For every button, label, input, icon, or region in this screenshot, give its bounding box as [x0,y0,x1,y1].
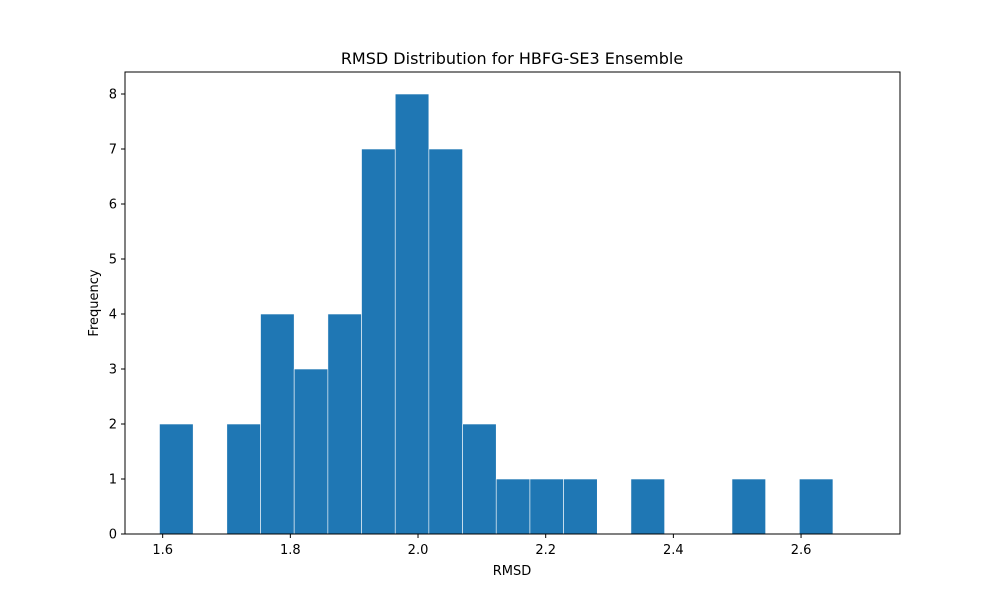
histogram-bar [361,148,396,535]
y-tick-label: 1 [109,473,117,488]
histogram-bar [327,313,362,535]
histogram-bar [731,478,766,535]
x-axis-label: RMSD [493,564,532,579]
y-tick-label: 4 [109,308,117,323]
histogram-bar [428,148,463,535]
y-tick-label: 6 [109,198,117,213]
y-tick-label: 7 [109,143,117,158]
y-tick-label: 3 [109,363,117,378]
y-tick-label: 0 [109,528,117,543]
x-axis-ticks: 1.6 1.8 2.0 2.2 2.4 2.6 [152,534,811,558]
histogram-bar [462,423,497,535]
x-tick-label: 2.2 [535,543,556,558]
x-tick-label: 1.6 [152,543,173,558]
histogram-bar [799,478,834,535]
y-tick-label: 5 [109,253,117,268]
y-axis-label: Frequency [87,269,102,336]
histogram-bar [529,478,564,535]
histogram-bar [159,423,194,535]
histogram-bar [563,478,598,535]
histogram-bar [394,93,430,535]
x-tick-label: 2.0 [408,543,429,558]
x-tick-label: 1.8 [280,543,301,558]
chart-title: RMSD Distribution for HBFG-SE3 Ensemble [341,49,683,68]
y-axis-ticks: 0 1 2 3 4 5 6 7 8 [109,88,125,543]
plot-frame [124,71,901,535]
x-tick-label: 2.4 [663,543,684,558]
histogram-bar [260,313,295,535]
bars-group [159,93,834,535]
y-tick-label: 8 [109,88,117,103]
histogram-bar [630,478,665,535]
histogram-bar [495,478,531,535]
histogram-bar [293,368,329,535]
histogram-bar [226,423,261,535]
x-tick-label: 2.6 [791,543,812,558]
y-tick-label: 2 [109,418,117,433]
